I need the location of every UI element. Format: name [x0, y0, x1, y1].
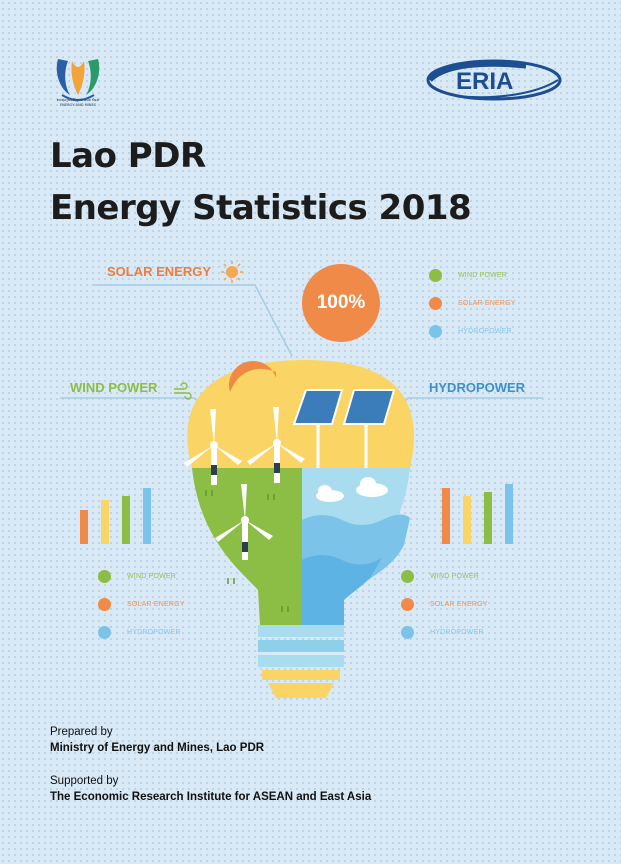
- wind-power-label: WIND POWER: [70, 380, 158, 395]
- legend-item-solar: SOLAR ENERGY: [401, 590, 488, 618]
- cloud-icon: [316, 477, 388, 502]
- prepared-by-organization: Ministry of Energy and Mines, Lao PDR: [50, 742, 265, 754]
- ministry-logo: [56, 59, 100, 101]
- ministry-logo-caption: ກະຊວງພະລັງງານ ແລະ ບໍ່ແຮ່ ENERGY AND MINE…: [56, 98, 100, 107]
- legend-item-solar: SOLAR ENERGY: [429, 289, 516, 317]
- wind-icon: [174, 382, 192, 400]
- legend-top: WIND POWER SOLAR ENERGY HYDROPOWER: [429, 261, 516, 345]
- legend-item-hydro: HYDROPOWER: [401, 618, 488, 646]
- legend-item-wind: WIND POWER: [429, 261, 516, 289]
- bar-chart-icon: [80, 488, 151, 544]
- sun-icon: [221, 261, 243, 283]
- legend-item-wind: WIND POWER: [401, 562, 488, 590]
- supported-by-label: Supported by: [50, 775, 119, 787]
- legend-dot-icon: [401, 569, 414, 583]
- sun-icon: [228, 360, 276, 392]
- legend-dot-icon: [98, 569, 111, 583]
- page-subtitle: Energy Statistics 2018: [50, 188, 472, 228]
- bar-chart-icon: [442, 484, 513, 544]
- solar-panel-icon: [292, 389, 396, 468]
- legend-item-hydro: HYDROPOWER: [98, 618, 185, 646]
- eria-logo-text: ERIA: [456, 68, 513, 95]
- hydropower-label: HYDROPOWER: [429, 380, 526, 395]
- percent-badge: 100%: [302, 264, 380, 342]
- page-title: Lao PDR: [50, 136, 206, 176]
- legend-dot-icon: [98, 625, 111, 639]
- legend-dot-icon: [429, 268, 442, 282]
- legend-right: WIND POWER SOLAR ENERGY HYDROPOWER: [401, 562, 488, 646]
- legend-item-hydro: HYDROPOWER: [429, 317, 516, 345]
- legend-item-wind: WIND POWER: [98, 562, 185, 590]
- legend-dot-icon: [401, 625, 414, 639]
- wind-turbine-icon: [184, 407, 305, 560]
- eria-logo: ERIA: [426, 59, 562, 101]
- supported-by-organization: The Economic Research Institute for ASEA…: [50, 791, 372, 803]
- solar-energy-label: SOLAR ENERGY: [107, 264, 212, 279]
- legend-dot-icon: [98, 597, 111, 611]
- legend-dot-icon: [429, 324, 442, 338]
- legend-item-solar: SOLAR ENERGY: [98, 590, 185, 618]
- prepared-by-label: Prepared by: [50, 726, 113, 738]
- legend-left: WIND POWER SOLAR ENERGY HYDROPOWER: [98, 562, 185, 646]
- legend-dot-icon: [401, 597, 414, 611]
- bulb-base: [258, 625, 344, 698]
- legend-dot-icon: [429, 296, 442, 310]
